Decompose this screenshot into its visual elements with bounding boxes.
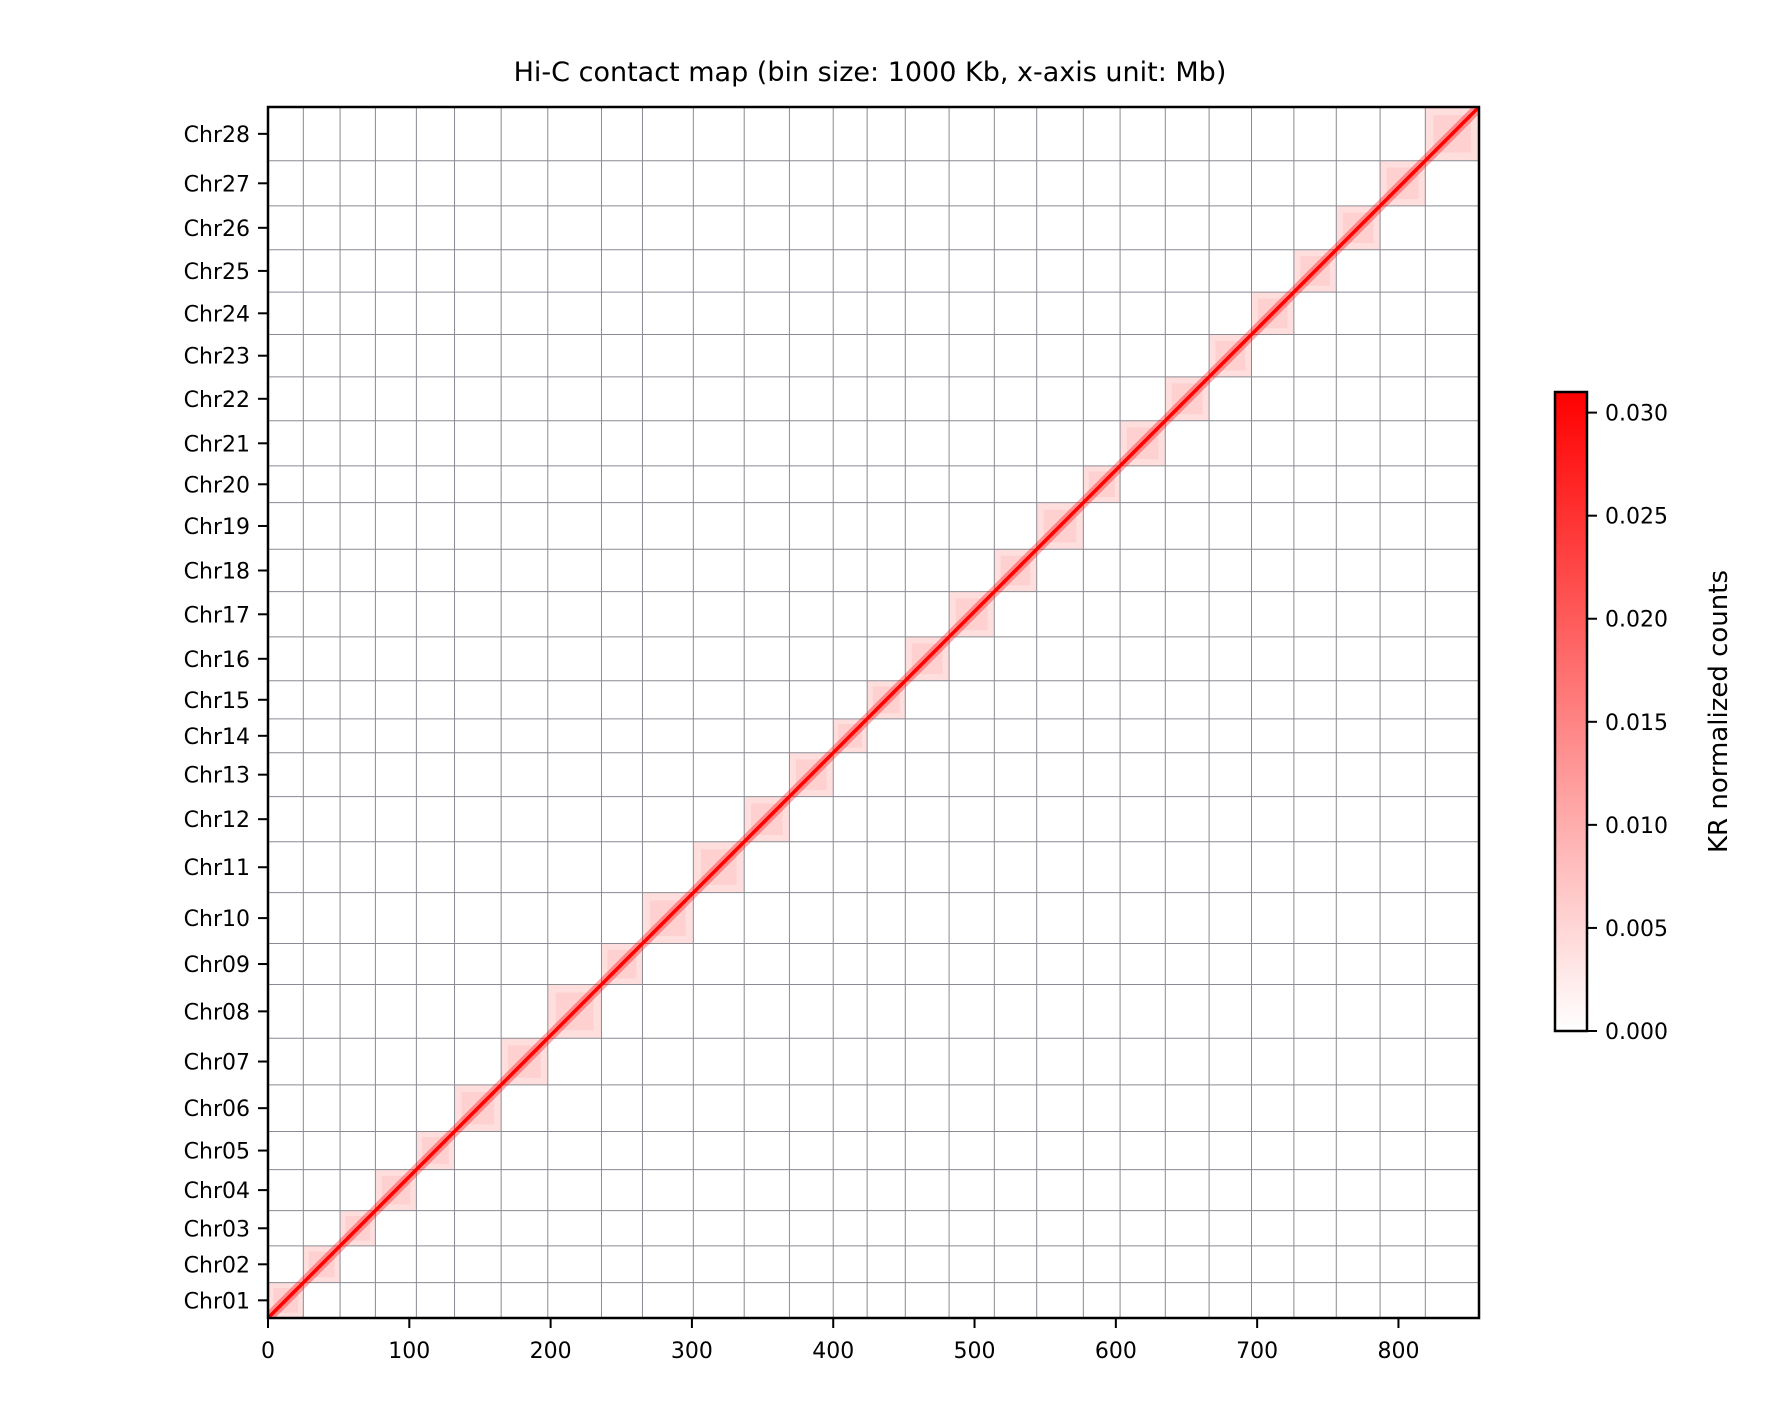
x-tick-label-600: 600 bbox=[1095, 1339, 1137, 1364]
y-tick-label-chr04: Chr04 bbox=[184, 1179, 250, 1204]
colorbar-tick-label: 0.020 bbox=[1605, 608, 1668, 633]
x-tick-label-800: 800 bbox=[1377, 1339, 1419, 1364]
colorbar-tick-label: 0.005 bbox=[1605, 917, 1668, 942]
x-tick-label-400: 400 bbox=[812, 1339, 854, 1364]
y-tick-label-chr26: Chr26 bbox=[184, 217, 250, 242]
colorbar-tick-label: 0.000 bbox=[1605, 1020, 1668, 1045]
y-tick-label-chr05: Chr05 bbox=[184, 1140, 250, 1165]
y-tick-label-chr18: Chr18 bbox=[184, 559, 250, 584]
y-tick-label-chr08: Chr08 bbox=[184, 1000, 250, 1025]
x-axis: 0 100 200 300 400 500 600 700 800 bbox=[261, 1318, 1419, 1364]
y-tick-label-chr11: Chr11 bbox=[184, 856, 250, 881]
x-tick-label-300: 300 bbox=[671, 1339, 713, 1364]
y-tick-label-chr06: Chr06 bbox=[184, 1097, 250, 1122]
contact-diagonal bbox=[268, 107, 1479, 1318]
colorbar-label: KR normalized counts bbox=[1704, 570, 1734, 853]
diagonal-line bbox=[268, 107, 1479, 1318]
y-tick-label-chr22: Chr22 bbox=[184, 388, 250, 413]
y-tick-label-chr10: Chr10 bbox=[184, 907, 250, 932]
colorbar-gradient bbox=[1553, 390, 1589, 1033]
y-tick-label-chr07: Chr07 bbox=[184, 1051, 250, 1076]
y-tick-label-chr14: Chr14 bbox=[184, 725, 250, 750]
heatmap-frame bbox=[266, 105, 1481, 1320]
y-tick-label-chr15: Chr15 bbox=[184, 689, 250, 714]
y-tick-label-chr21: Chr21 bbox=[184, 432, 250, 457]
y-tick-label-chr16: Chr16 bbox=[184, 648, 250, 673]
y-tick-label-chr01: Chr01 bbox=[184, 1289, 250, 1314]
colorbar-tick-label: 0.010 bbox=[1605, 814, 1668, 839]
y-tick-label-chr12: Chr12 bbox=[184, 808, 250, 833]
chromosome-grid bbox=[268, 107, 1479, 1318]
heatmap-plot-area bbox=[266, 105, 1481, 1320]
y-tick-label-chr17: Chr17 bbox=[184, 603, 250, 628]
colorbar-tick-label: 0.025 bbox=[1605, 505, 1668, 530]
y-tick-label-chr09: Chr09 bbox=[184, 953, 250, 978]
colorbar-ticks: 0.000 0.005 0.010 0.015 0.020 0.025 0.030 bbox=[1587, 402, 1668, 1045]
y-tick-label-chr03: Chr03 bbox=[184, 1217, 250, 1242]
x-tick-label-100: 100 bbox=[388, 1339, 430, 1364]
x-tick-label-200: 200 bbox=[530, 1339, 572, 1364]
chart-title: Hi-C contact map (bin size: 1000 Kb, x-a… bbox=[514, 57, 1227, 88]
colorbar: 0.000 0.005 0.010 0.015 0.020 0.025 0.030 KR n… bbox=[1553, 390, 1734, 1045]
x-tick-label-0: 0 bbox=[261, 1339, 275, 1364]
y-tick-label-chr19: Chr19 bbox=[184, 515, 250, 540]
y-tick-label-chr28: Chr28 bbox=[184, 123, 250, 148]
colorbar-tick-label: 0.015 bbox=[1605, 711, 1668, 736]
y-tick-label-chr02: Chr02 bbox=[184, 1253, 250, 1278]
y-tick-label-chr20: Chr20 bbox=[184, 473, 250, 498]
x-tick-label-500: 500 bbox=[954, 1339, 996, 1364]
y-tick-label-chr24: Chr24 bbox=[184, 302, 250, 327]
y-tick-label-chr13: Chr13 bbox=[184, 764, 250, 789]
x-tick-label-700: 700 bbox=[1236, 1339, 1278, 1364]
y-axis: Chr01 Chr02 Chr03 Chr04 Chr05 Chr06 Chr07 Chr08… bbox=[184, 123, 268, 1314]
y-tick-label-chr27: Chr27 bbox=[184, 172, 250, 197]
y-tick-label-chr25: Chr25 bbox=[184, 260, 250, 285]
colorbar-tick-label: 0.030 bbox=[1605, 402, 1668, 427]
y-tick-label-chr23: Chr23 bbox=[184, 345, 250, 370]
